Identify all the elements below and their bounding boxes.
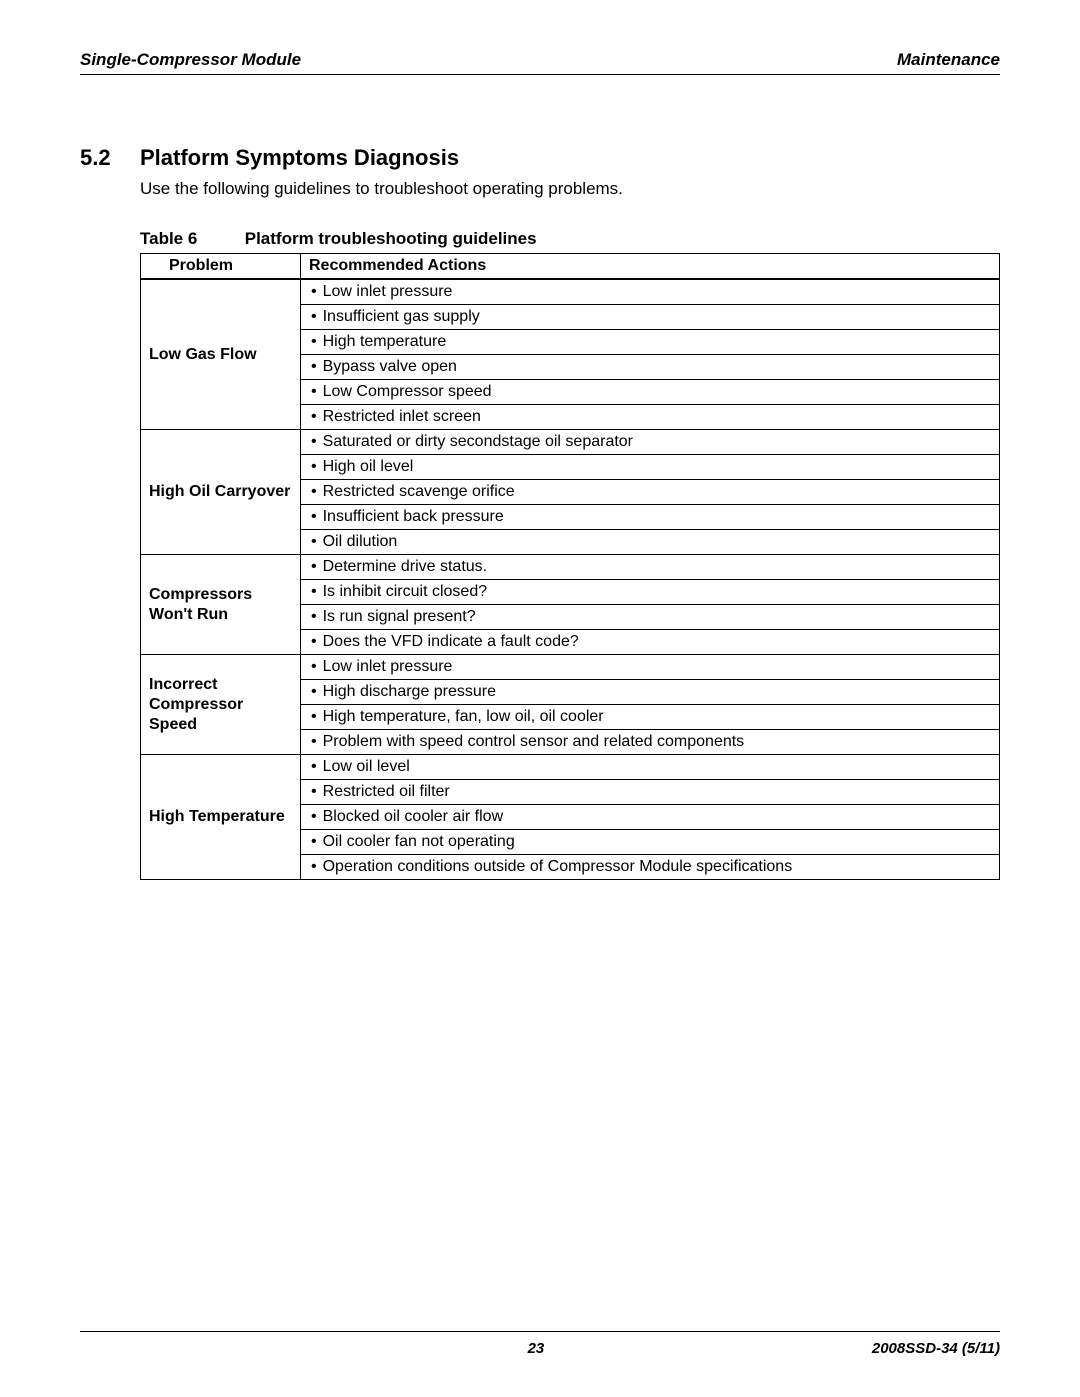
section-title: Platform Symptoms Diagnosis <box>140 145 1000 171</box>
footer-doc-id: 2008SSD-34 (5/11) <box>872 1340 1000 1357</box>
table-caption-title: Platform troubleshooting guidelines <box>245 229 537 248</box>
header-right: Maintenance <box>897 50 1000 70</box>
action-text: Saturated or dirty secondstage oil separ… <box>309 433 633 450</box>
action-text: Bypass valve open <box>309 358 457 375</box>
table-body: Low Gas FlowLow inlet pressureInsufficie… <box>141 279 1000 880</box>
action-cell: Oil cooler fan not operating <box>301 830 1000 855</box>
header-left: Single-Compressor Module <box>80 50 301 70</box>
action-text: Restricted oil filter <box>309 783 450 800</box>
action-cell: High oil level <box>301 455 1000 480</box>
action-cell: High temperature <box>301 330 1000 355</box>
problem-cell: Low Gas Flow <box>141 279 301 430</box>
page: Single-Compressor Module Maintenance 5.2… <box>0 0 1080 1397</box>
action-text: Problem with speed control sensor and re… <box>309 733 744 750</box>
action-text: High discharge pressure <box>309 683 496 700</box>
action-text: Restricted inlet screen <box>309 408 481 425</box>
table-row: Low Gas FlowLow inlet pressure <box>141 279 1000 305</box>
action-text: Is inhibit circuit closed? <box>309 583 487 600</box>
table-row: High TemperatureLow oil level <box>141 755 1000 780</box>
table-caption-label: Table 6 <box>140 229 240 249</box>
table-row: High Oil CarryoverSaturated or dirty sec… <box>141 430 1000 455</box>
action-text: Low inlet pressure <box>309 658 452 675</box>
action-text: Restricted scavenge orifice <box>309 483 515 500</box>
section: 5.2 Platform Symptoms Diagnosis Use the … <box>80 145 1000 880</box>
action-cell: Determine drive status. <box>301 555 1000 580</box>
action-text: High oil level <box>309 458 413 475</box>
action-cell: Insufficient gas supply <box>301 305 1000 330</box>
action-text: Is run signal present? <box>309 608 476 625</box>
action-text: Oil dilution <box>309 533 397 550</box>
action-text: Insufficient gas supply <box>309 308 480 325</box>
footer-page-number: 23 <box>200 1340 872 1357</box>
page-footer: 23 2008SSD-34 (5/11) <box>80 1331 1000 1357</box>
action-cell: Low inlet pressure <box>301 655 1000 680</box>
col-problem: Problem <box>141 254 301 280</box>
troubleshooting-table: Problem Recommended Actions Low Gas Flow… <box>140 253 1000 880</box>
table-row: Compressors Won't RunDetermine drive sta… <box>141 555 1000 580</box>
problem-cell: Compressors Won't Run <box>141 555 301 655</box>
section-description: Use the following guidelines to troubles… <box>140 179 1000 199</box>
action-cell: Insufficient back pressure <box>301 505 1000 530</box>
col-actions: Recommended Actions <box>301 254 1000 280</box>
action-cell: Is inhibit circuit closed? <box>301 580 1000 605</box>
action-cell: High discharge pressure <box>301 680 1000 705</box>
action-text: High temperature <box>309 333 446 350</box>
table-header-row: Problem Recommended Actions <box>141 254 1000 280</box>
action-text: Low Compressor speed <box>309 383 492 400</box>
action-cell: Problem with speed control sensor and re… <box>301 730 1000 755</box>
action-text: Does the VFD indicate a fault code? <box>309 633 579 650</box>
action-text: Insufficient back pressure <box>309 508 504 525</box>
action-cell: Low Compressor speed <box>301 380 1000 405</box>
action-cell: Saturated or dirty secondstage oil separ… <box>301 430 1000 455</box>
action-text: Determine drive status. <box>309 558 487 575</box>
problem-cell: High Temperature <box>141 755 301 880</box>
action-text: Oil cooler fan not operating <box>309 833 515 850</box>
action-cell: Oil dilution <box>301 530 1000 555</box>
action-text: High temperature, fan, low oil, oil cool… <box>309 708 604 725</box>
action-cell: Blocked oil cooler air flow <box>301 805 1000 830</box>
action-cell: Low inlet pressure <box>301 279 1000 305</box>
footer-spacer <box>80 1340 200 1357</box>
action-text: Low oil level <box>309 758 410 775</box>
section-body: Platform Symptoms Diagnosis Use the foll… <box>140 145 1000 880</box>
action-cell: Is run signal present? <box>301 605 1000 630</box>
action-text: Low inlet pressure <box>309 283 452 300</box>
action-cell: Restricted oil filter <box>301 780 1000 805</box>
action-cell: Restricted inlet screen <box>301 405 1000 430</box>
action-cell: Operation conditions outside of Compress… <box>301 855 1000 880</box>
action-cell: High temperature, fan, low oil, oil cool… <box>301 705 1000 730</box>
action-cell: Bypass valve open <box>301 355 1000 380</box>
page-header: Single-Compressor Module Maintenance <box>80 50 1000 75</box>
action-cell: Does the VFD indicate a fault code? <box>301 630 1000 655</box>
problem-cell: Incorrect Compressor Speed <box>141 655 301 755</box>
table-row: Incorrect Compressor SpeedLow inlet pres… <box>141 655 1000 680</box>
action-text: Operation conditions outside of Compress… <box>309 858 792 875</box>
table-caption: Table 6 Platform troubleshooting guideli… <box>140 229 1000 249</box>
problem-cell: High Oil Carryover <box>141 430 301 555</box>
action-cell: Low oil level <box>301 755 1000 780</box>
action-cell: Restricted scavenge orifice <box>301 480 1000 505</box>
action-text: Blocked oil cooler air flow <box>309 808 503 825</box>
section-number: 5.2 <box>80 145 140 880</box>
